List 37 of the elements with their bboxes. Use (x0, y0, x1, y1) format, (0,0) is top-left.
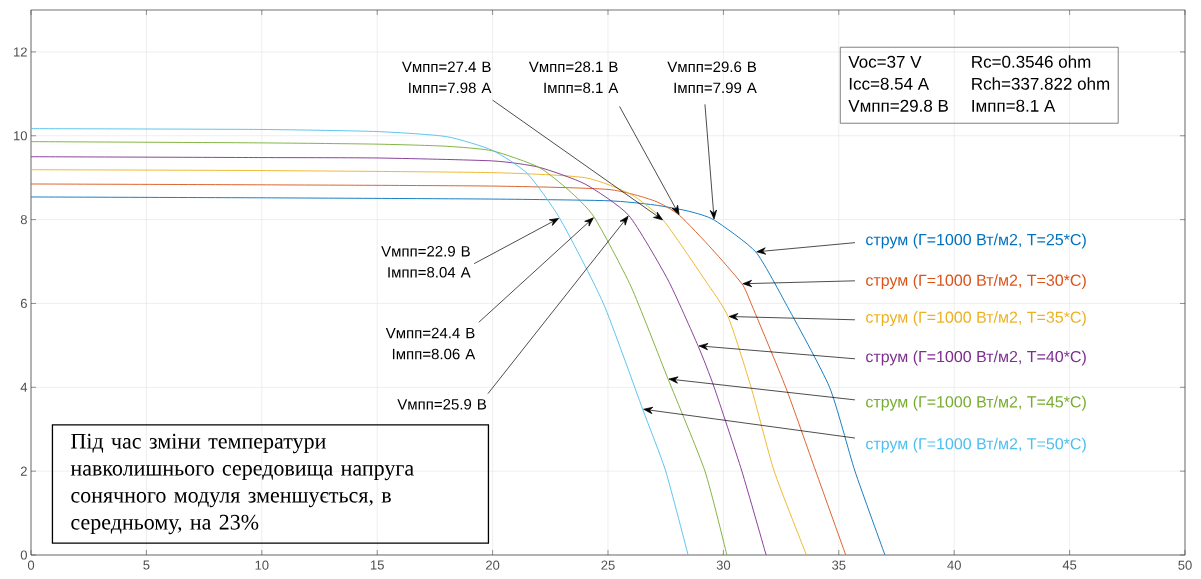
x-tick-label: 35 (832, 560, 846, 570)
y-tick-label: 0 (20, 550, 27, 560)
x-tick-label: 30 (716, 560, 731, 570)
x-tick-label: 45 (1062, 560, 1077, 570)
x-tick-label: 5 (143, 560, 150, 570)
annotation: Vмпп=27.4 В Iмпп=7.98 A (401, 61, 492, 94)
annotation: Voc=37 V (848, 55, 922, 68)
x-tick-label: 20 (486, 560, 500, 570)
y-tick-label: 4 (20, 382, 28, 392)
x-tick-label: 10 (255, 560, 269, 570)
y-tick-label: 10 (14, 131, 27, 141)
text: струм (Г=1000 Вт/м2, T=35*C) (866, 311, 1086, 327)
annotation: Vмпп=24.4 В Iмпп=8.06 A (385, 327, 476, 360)
text: струм (Г=1000 Вт/м2, T=30*C) (866, 274, 1086, 290)
annotation: Icc=8.54 A (849, 77, 930, 90)
annotation: Vмпп=28.1 В Iмпп=8.1 A (528, 61, 619, 94)
y-tick-label: 12 (14, 47, 27, 57)
x-tick-label: 25 (601, 560, 615, 570)
annotation: Під час зміни температури навколишнього середовища напруга сонячного модуля зменшується, в середньому, на 23% (70, 433, 414, 535)
annotation: Rch=337.822 ohm (972, 77, 1110, 90)
x-tick-label: 0 (27, 560, 35, 570)
annotation: Iмпп=8.1 A (972, 99, 1056, 112)
text: струм (Г=1000 Вт/м2, T=40*C) (866, 350, 1086, 366)
annotation: Rc=0.3546 ohm (972, 55, 1091, 68)
annotation: Vмпп=29.8 В (848, 99, 948, 112)
annotation: Vмпп=25.9 В (397, 398, 487, 410)
text: струм (Г=1000 Вт/м2, T=45*C) (866, 395, 1086, 411)
y-tick-label: 8 (20, 215, 27, 225)
y-tick-label: 6 (20, 298, 27, 309)
text: струм (Г=1000 Вт/м2, T=50*C) (866, 437, 1086, 453)
text: струм (Г=1000 Вт/м2, T=25*C) (866, 233, 1086, 249)
annotation: Vмпп=22.9 В Iмпп=8.04 A (381, 245, 471, 278)
annotation: Vмпп=29.6 В Iмпп=7.99 A (667, 61, 757, 94)
x-tick-label: 15 (370, 560, 384, 570)
y-tick-label: 2 (20, 466, 27, 476)
x-tick-label: 50 (1178, 560, 1192, 570)
x-tick-label: 40 (947, 560, 961, 570)
